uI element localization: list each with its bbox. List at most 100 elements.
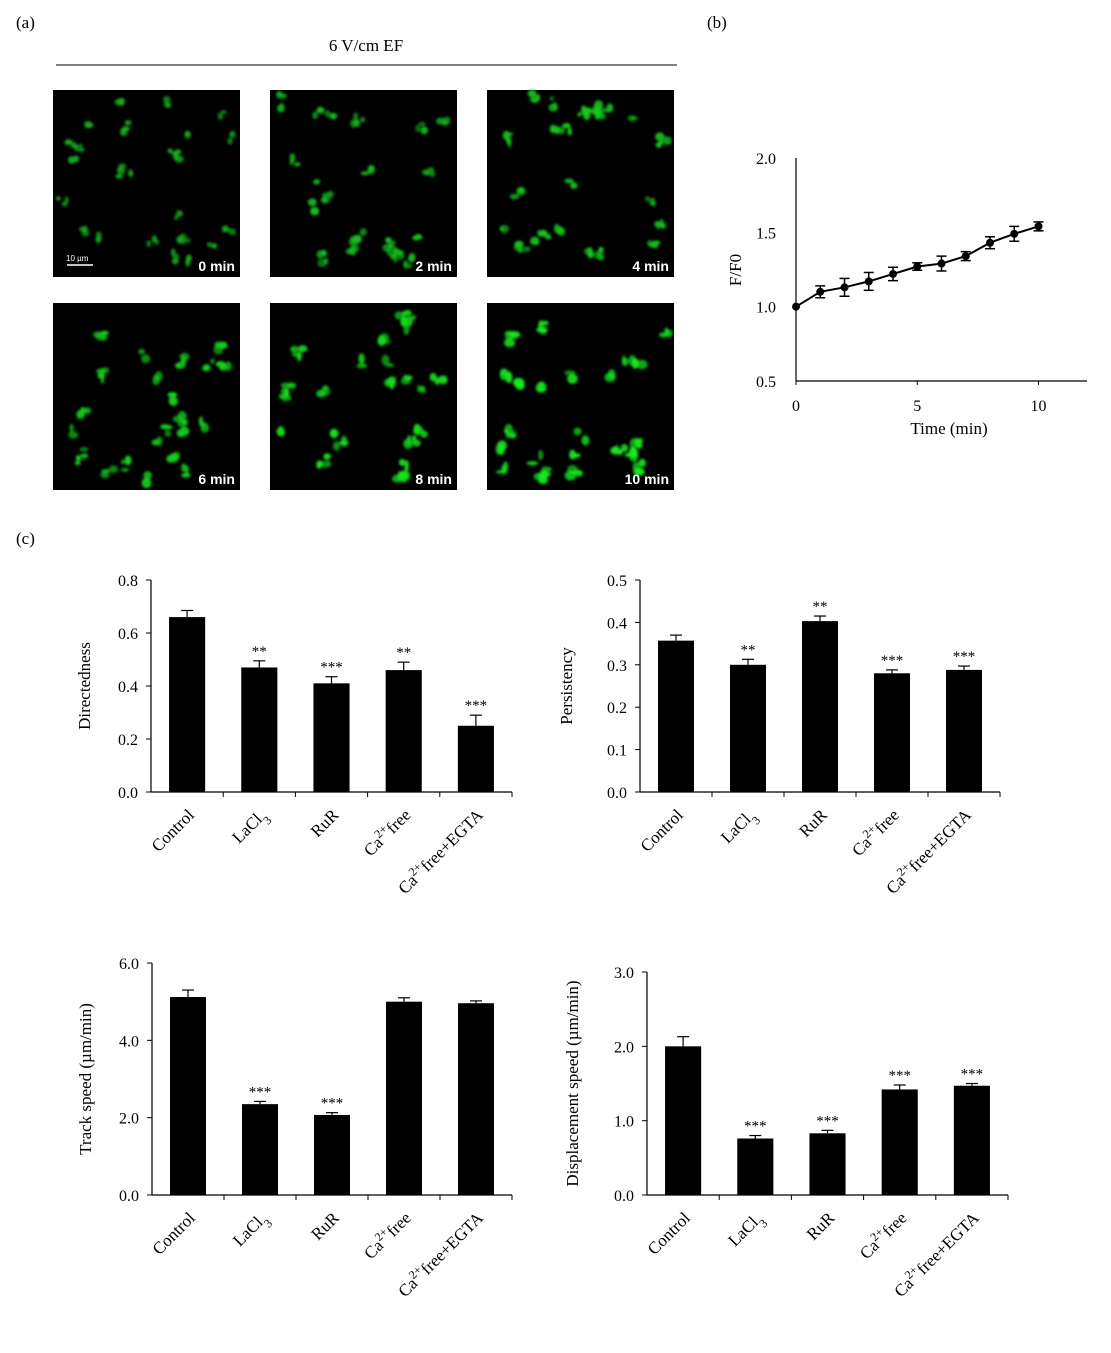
cell	[419, 388, 427, 393]
time-label: 6 min	[198, 471, 235, 487]
y-tick-label: 0.5	[756, 374, 776, 391]
cell	[229, 130, 236, 138]
micrograph: 6 min	[53, 303, 240, 490]
bar	[386, 1001, 422, 1195]
cell	[348, 237, 358, 247]
y-axis-label: Track speed (µm/min)	[76, 1003, 95, 1155]
cell	[224, 361, 232, 371]
category-label: Ca2+free	[846, 803, 903, 860]
cell-cluster	[275, 91, 451, 269]
cell	[356, 363, 368, 369]
chart-track-speed: 0.0 2.0 4.0 6.0 Track speed (µm/min) Control *…	[76, 956, 513, 1301]
cell	[581, 435, 590, 446]
x-axis-label: Time (min)	[910, 419, 987, 438]
significance-marker: **	[396, 645, 411, 661]
cell	[408, 252, 416, 261]
category-label-part: RuR	[795, 805, 831, 841]
cell	[420, 126, 428, 135]
cell	[123, 126, 130, 131]
cell	[280, 382, 291, 388]
cell	[567, 373, 578, 384]
cell	[79, 447, 89, 452]
category-label: RuR	[803, 1208, 839, 1244]
time-label: 8 min	[415, 471, 452, 487]
panel-b: (b) 0.5 1.0 1.5 2.0 0 5 10 Time (min) F/F0	[707, 13, 1087, 438]
y-tick-label: 0.0	[119, 1188, 139, 1205]
category-label: Control	[149, 1208, 199, 1258]
cell	[353, 112, 359, 121]
y-tick-label: 0.2	[607, 700, 627, 717]
y-tick-label: 1.0	[614, 1114, 634, 1131]
data-point	[816, 287, 825, 296]
micrograph-background	[53, 90, 240, 277]
panel-a: (a) 6 V/cm EF 0 min 10 µm 2 min 4 min 6 min 8…	[16, 13, 677, 490]
error-bar	[821, 1129, 834, 1134]
y-axis-label: F/F0	[726, 254, 745, 286]
bar	[946, 669, 982, 792]
cell	[220, 110, 227, 114]
time-label: 10 min	[625, 471, 669, 487]
cell	[322, 194, 327, 204]
cell	[534, 241, 540, 246]
category-label: RuR	[307, 1208, 343, 1244]
category-label-part: free+EGTA	[417, 805, 487, 875]
y-tick-label: 0.3	[607, 658, 627, 675]
data-point	[1034, 222, 1043, 231]
cell	[278, 393, 287, 399]
cell	[228, 228, 237, 236]
error-bar	[398, 997, 410, 1002]
cell	[434, 377, 440, 385]
chart-b: 0.5 1.0 1.5 2.0 0 5 10 Time (min) F/F0	[726, 151, 1087, 438]
bar	[242, 1104, 278, 1195]
significance-marker: ***	[249, 1084, 272, 1100]
category-label: Control	[637, 805, 687, 855]
cell	[68, 431, 79, 439]
cell	[164, 429, 171, 437]
error-bar	[958, 665, 970, 670]
cell	[326, 190, 334, 199]
cell	[290, 345, 299, 353]
significance-marker: **	[813, 599, 828, 615]
bar	[385, 670, 422, 792]
chart-persistency: 0.0 0.1 0.2 0.3 0.4 0.5 Persistency Control ** La…	[557, 573, 1001, 898]
y-tick-label: 2.0	[119, 1111, 139, 1128]
cell	[143, 471, 152, 480]
panel-c: (c) 0.0 0.2 0.4 0.6 0.8 Directedness Control **…	[16, 529, 1009, 1301]
significance-marker: ***	[881, 653, 904, 669]
cell	[400, 377, 411, 385]
bar	[314, 1114, 350, 1195]
y-tick-label: 4.0	[119, 1033, 139, 1050]
category-label: LaCl3	[228, 805, 274, 851]
cell	[594, 250, 601, 259]
cell	[542, 471, 549, 478]
cell	[79, 226, 88, 233]
cell	[665, 329, 673, 338]
cell	[506, 137, 511, 145]
cell	[323, 453, 331, 460]
error-bar	[893, 1084, 906, 1090]
time-label: 0 min	[198, 258, 235, 274]
cell	[56, 196, 61, 201]
cell	[571, 469, 583, 475]
micrograph-background	[487, 303, 674, 490]
cell	[631, 115, 638, 121]
error-bar	[253, 660, 266, 668]
cell	[429, 170, 436, 178]
category-label: Control	[644, 1208, 694, 1258]
category-label-part: free+EGTA	[417, 1208, 487, 1278]
y-tick-label: 6.0	[119, 956, 139, 973]
cell	[570, 453, 581, 458]
cell	[311, 207, 320, 215]
x-tick-label: 0	[792, 398, 800, 415]
cell	[214, 341, 221, 348]
cell	[406, 435, 412, 444]
category-label-part: LaCl	[228, 809, 266, 847]
cell	[345, 248, 353, 255]
bar	[665, 1046, 702, 1195]
cell	[594, 100, 604, 110]
cell-cluster	[68, 330, 232, 489]
cell	[605, 107, 610, 113]
ef-header: 6 V/cm EF	[329, 36, 403, 55]
cell	[621, 355, 626, 366]
